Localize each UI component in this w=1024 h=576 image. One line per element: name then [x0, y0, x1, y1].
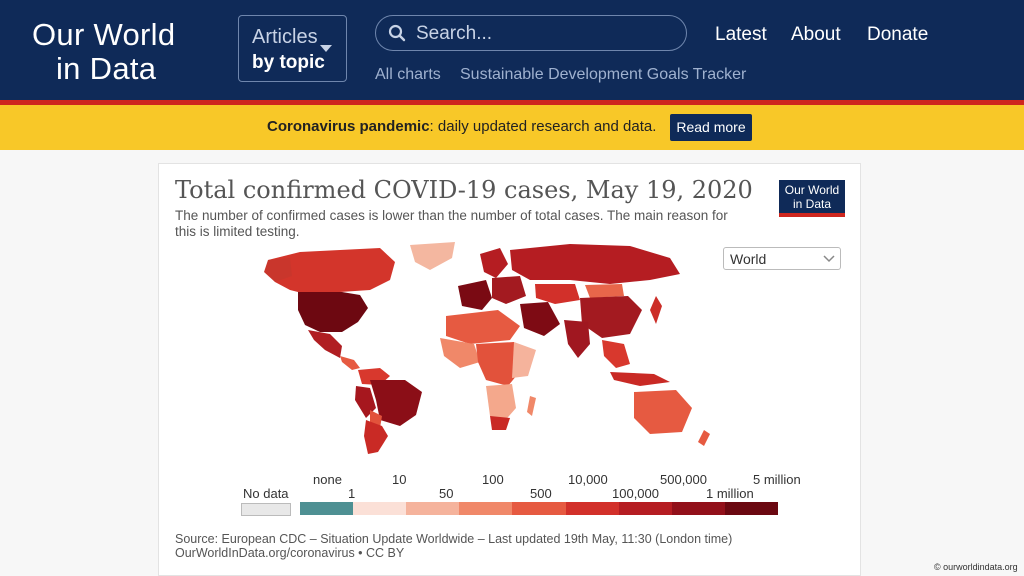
map-brazil — [370, 380, 422, 426]
header-accent-line — [0, 100, 1024, 105]
nav-latest[interactable]: Latest — [715, 24, 767, 45]
chart-source: Source: European CDC – Situation Update … — [175, 532, 733, 560]
search-input[interactable]: Search... — [375, 15, 687, 51]
site-logo[interactable]: Our World in Data — [32, 18, 175, 86]
map-north-africa — [446, 310, 520, 344]
map-usa — [298, 292, 368, 332]
badge-line1: Our World — [784, 183, 840, 197]
map-china — [580, 296, 642, 338]
chart-title: Total confirmed COVID-19 cases, May 19, … — [175, 176, 753, 204]
legend-label-100000: 100,000 — [612, 486, 659, 501]
world-map[interactable] — [230, 240, 730, 455]
legend-label-10000: 10,000 — [568, 472, 608, 487]
articles-by-topic-dropdown[interactable]: Articles by topic — [238, 15, 347, 82]
legend-label-5million: 5 million — [753, 472, 801, 487]
nav-about[interactable]: About — [791, 24, 841, 45]
legend-label-none: none — [313, 472, 342, 487]
by-topic-label: by topic — [252, 52, 325, 73]
copyright-notice: © ourworldindata.org — [934, 562, 1018, 572]
map-central-america — [340, 356, 360, 370]
map-southeast-asia — [602, 340, 630, 368]
map-australia — [634, 390, 692, 434]
search-icon — [388, 24, 406, 42]
source-line1: Source: European CDC – Situation Update … — [175, 532, 733, 546]
nav-sdg-tracker[interactable]: Sustainable Development Goals Tracker — [460, 66, 747, 83]
map-mexico — [308, 330, 342, 358]
nav-donate[interactable]: Donate — [867, 24, 929, 45]
map-india — [564, 320, 590, 358]
top-navigation-bar: Our World in Data Articles by topic Sear… — [0, 0, 1024, 100]
legend-swatch — [459, 502, 513, 515]
map-middle-east — [520, 302, 560, 336]
search-placeholder: Search... — [416, 23, 493, 44]
legend-swatch — [406, 502, 460, 515]
legend-swatch — [353, 502, 407, 515]
map-east-africa — [512, 342, 536, 378]
legend-label-500000: 500,000 — [660, 472, 707, 487]
map-alaska — [264, 258, 292, 282]
logo-line2: in Data — [56, 51, 157, 86]
map-eastern-europe — [492, 276, 526, 304]
legend-label-100: 100 — [482, 472, 504, 487]
map-mongolia — [585, 284, 624, 298]
region-select-value: World — [730, 251, 767, 267]
coronavirus-banner: Coronavirus pandemic: daily updated rese… — [0, 105, 1024, 150]
map-chile-argentina — [364, 420, 388, 454]
logo-line1: Our World — [32, 17, 176, 52]
map-west-africa — [440, 338, 480, 368]
legend-swatch — [512, 502, 567, 515]
chevron-down-icon — [823, 255, 835, 263]
map-japan — [650, 296, 662, 324]
no-data-swatch — [241, 503, 291, 516]
legend-swatch — [618, 502, 673, 515]
map-madagascar — [527, 396, 536, 416]
map-scandinavia — [480, 248, 508, 278]
legend-swatch — [671, 502, 726, 515]
no-data-label: No data — [243, 486, 289, 501]
caret-down-icon — [320, 45, 332, 52]
legend-swatch — [565, 502, 620, 515]
map-peru — [355, 386, 376, 418]
region-select[interactable]: World — [723, 247, 841, 270]
banner-bold: Coronavirus pandemic — [267, 118, 430, 135]
articles-label: Articles — [252, 26, 318, 48]
map-indonesia — [610, 372, 670, 386]
legend-label-1: 1 — [348, 486, 356, 501]
legend-label-50: 50 — [439, 486, 454, 501]
legend-label-500: 500 — [530, 486, 552, 501]
read-more-button[interactable]: Read more — [670, 114, 752, 141]
badge-line2: in Data — [792, 197, 832, 211]
map-western-europe — [458, 280, 492, 310]
legend-label-10: 10 — [392, 472, 407, 487]
map-russia — [510, 244, 680, 284]
legend-swatch — [300, 502, 354, 515]
owid-badge-logo[interactable]: Our World in Data — [779, 180, 845, 217]
legend-label-1million: 1 million — [706, 486, 754, 501]
map-kazakhstan — [535, 284, 580, 304]
legend-swatch — [724, 502, 779, 515]
map-south-africa — [490, 416, 510, 430]
map-canada — [268, 248, 395, 295]
map-southern-africa — [486, 384, 516, 424]
map-greenland — [410, 242, 455, 270]
map-new-zealand — [698, 430, 710, 446]
nav-all-charts[interactable]: All charts — [375, 66, 441, 83]
banner-rest: : daily updated research and data. — [429, 118, 657, 135]
chart-subtitle: The number of confirmed cases is lower t… — [175, 208, 728, 239]
banner-text: Coronavirus pandemic: daily updated rese… — [267, 118, 656, 135]
source-line2[interactable]: OurWorldInData.org/coronavirus • CC BY — [175, 545, 405, 560]
